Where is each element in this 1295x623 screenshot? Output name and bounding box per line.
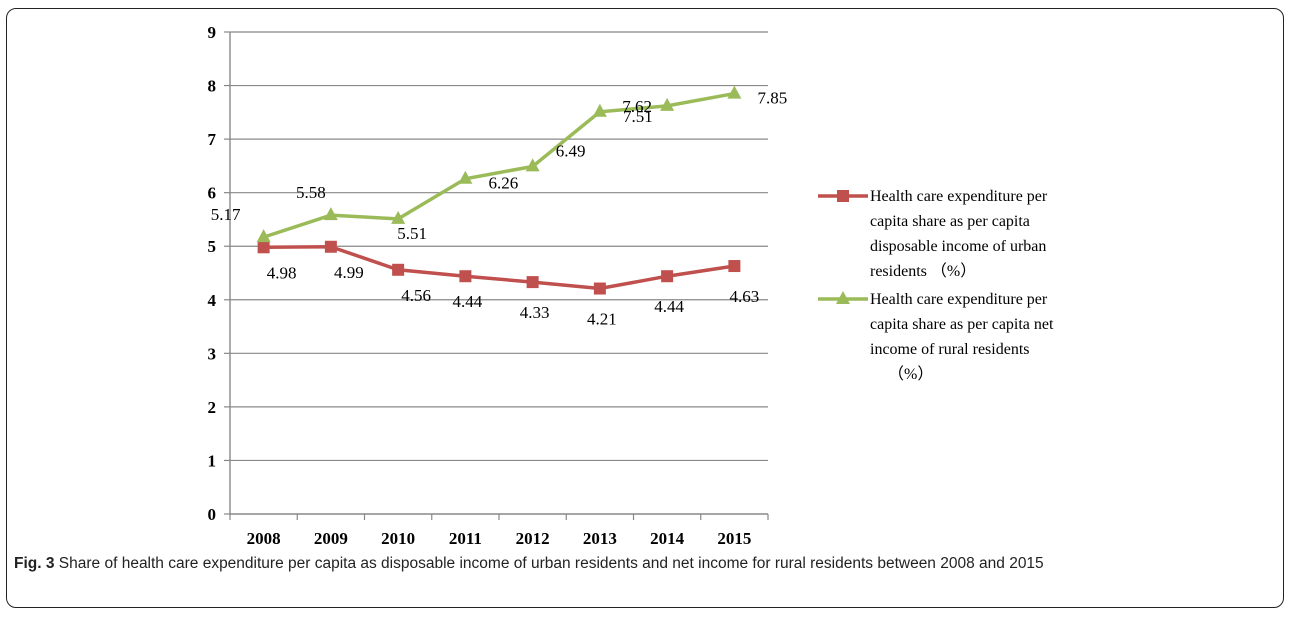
legend-triangle-marker [836,291,850,304]
caption-label: Fig. 3 [14,555,55,572]
square-marker [593,282,606,295]
legend-label: Health care expenditure per [870,291,1048,308]
triangle-marker [525,158,540,172]
square-marker [392,263,405,276]
y-tick-label: 8 [208,77,217,96]
x-tick-label: 2009 [314,529,348,548]
square-marker [257,241,270,254]
triangle-marker [391,210,406,224]
x-tick-label: 2010 [381,529,415,548]
axes: 0 1 2 3 4 5 6 7 8 9 2008 2009 2010 2011 2012 2013 2014 20… [208,23,769,548]
data-label: 4.21 [587,310,617,329]
y-tick-label: 6 [208,184,217,203]
data-labels: 4.98 4.99 4.56 4.44 4.33 4.21 4.44 4.63 5.17 5.58… [211,89,788,329]
y-tick-label: 9 [208,23,217,42]
y-tick-label: 1 [208,451,217,470]
square-marker [728,260,741,273]
data-label: 7.51 [623,107,653,126]
y-tick-label: 7 [208,130,217,149]
square-marker [661,270,674,283]
series-line [263,91,735,239]
legend: Health care expenditure per capita share … [818,188,1054,383]
legend-label: residents （%） [870,262,976,280]
legend-label: income of rural residents [870,341,1030,358]
data-label: 4.44 [453,292,483,311]
square-marker [459,270,472,283]
y-tick-label: 0 [208,505,217,524]
triangle-marker [592,103,607,117]
data-label: 6.49 [556,141,586,160]
data-label: 4.33 [520,303,550,322]
triangle-marker [323,207,338,221]
triangle-marker [458,170,473,184]
legend-label: Health care expenditure per [870,188,1048,205]
y-tick-label: 3 [208,344,217,363]
y-tick-label: 4 [208,291,217,310]
y-tick-label: 5 [208,237,217,256]
x-tick-label: 2014 [650,529,685,548]
x-tick-label: 2008 [247,529,281,548]
data-label: 4.63 [730,287,760,306]
series-line [263,245,735,291]
gridlines [230,31,768,462]
data-label: 4.44 [654,297,684,316]
data-label: 5.51 [397,224,427,243]
square-marker [324,240,337,253]
triangle-marker [727,85,742,99]
legend-square-marker [837,190,849,202]
triangle-marker [256,229,271,243]
data-label: 4.99 [334,263,364,282]
data-label: 4.56 [401,286,431,305]
data-label: 5.17 [211,205,241,224]
data-label: 6.26 [489,174,519,193]
caption-text: Share of health care expenditure per cap… [58,555,1044,572]
x-tick-label: 2015 [717,529,751,548]
x-tick-label: 2012 [516,529,550,548]
data-label: 5.58 [296,183,326,202]
data-label: 7.62 [622,97,652,116]
series-lines [256,85,742,295]
figure-caption: Fig. 3 Share of health care expenditure … [14,553,1276,574]
legend-label: （%） [888,365,933,383]
y-tick-label: 2 [208,398,217,417]
triangle-marker [660,97,675,111]
data-label: 4.98 [267,263,297,282]
legend-label: capita share as per capita [870,213,1030,230]
square-marker [526,276,539,289]
data-label: 7.85 [758,89,788,108]
x-tick-label: 2013 [583,529,617,548]
x-tick-label: 2011 [449,529,482,548]
legend-label: capita share as per capita net [870,316,1054,333]
legend-label: disposable income of urban [870,238,1046,255]
